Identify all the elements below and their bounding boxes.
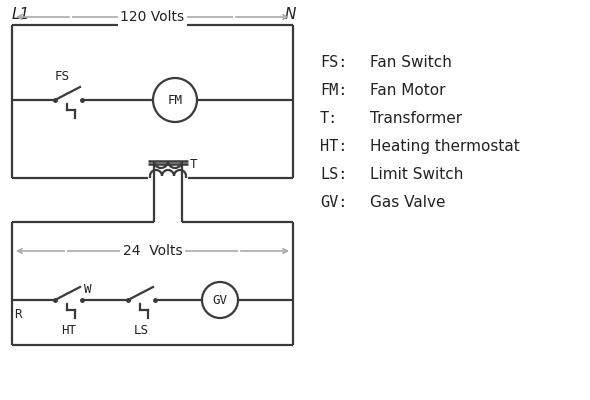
Text: Transformer: Transformer xyxy=(370,111,462,126)
Text: Heating thermostat: Heating thermostat xyxy=(370,139,520,154)
Text: T: T xyxy=(190,158,198,170)
Text: LS: LS xyxy=(134,324,149,337)
Text: HT:: HT: xyxy=(320,139,348,154)
Text: Gas Valve: Gas Valve xyxy=(370,195,445,210)
Text: Fan Switch: Fan Switch xyxy=(370,55,452,70)
Text: T:: T: xyxy=(320,111,338,126)
Text: Limit Switch: Limit Switch xyxy=(370,167,463,182)
Text: 24  Volts: 24 Volts xyxy=(123,244,182,258)
Text: GV:: GV: xyxy=(320,195,348,210)
Text: FM: FM xyxy=(168,94,182,106)
Text: GV: GV xyxy=(212,294,228,306)
Text: N: N xyxy=(285,7,296,22)
Text: LS:: LS: xyxy=(320,167,348,182)
Text: FS: FS xyxy=(55,70,70,83)
Text: FS:: FS: xyxy=(320,55,348,70)
Text: FM:: FM: xyxy=(320,83,348,98)
Text: HT: HT xyxy=(61,324,76,337)
Text: W: W xyxy=(84,283,91,296)
Text: Fan Motor: Fan Motor xyxy=(370,83,445,98)
Text: L1: L1 xyxy=(12,7,30,22)
Text: 120 Volts: 120 Volts xyxy=(120,10,185,24)
Text: R: R xyxy=(14,308,21,321)
